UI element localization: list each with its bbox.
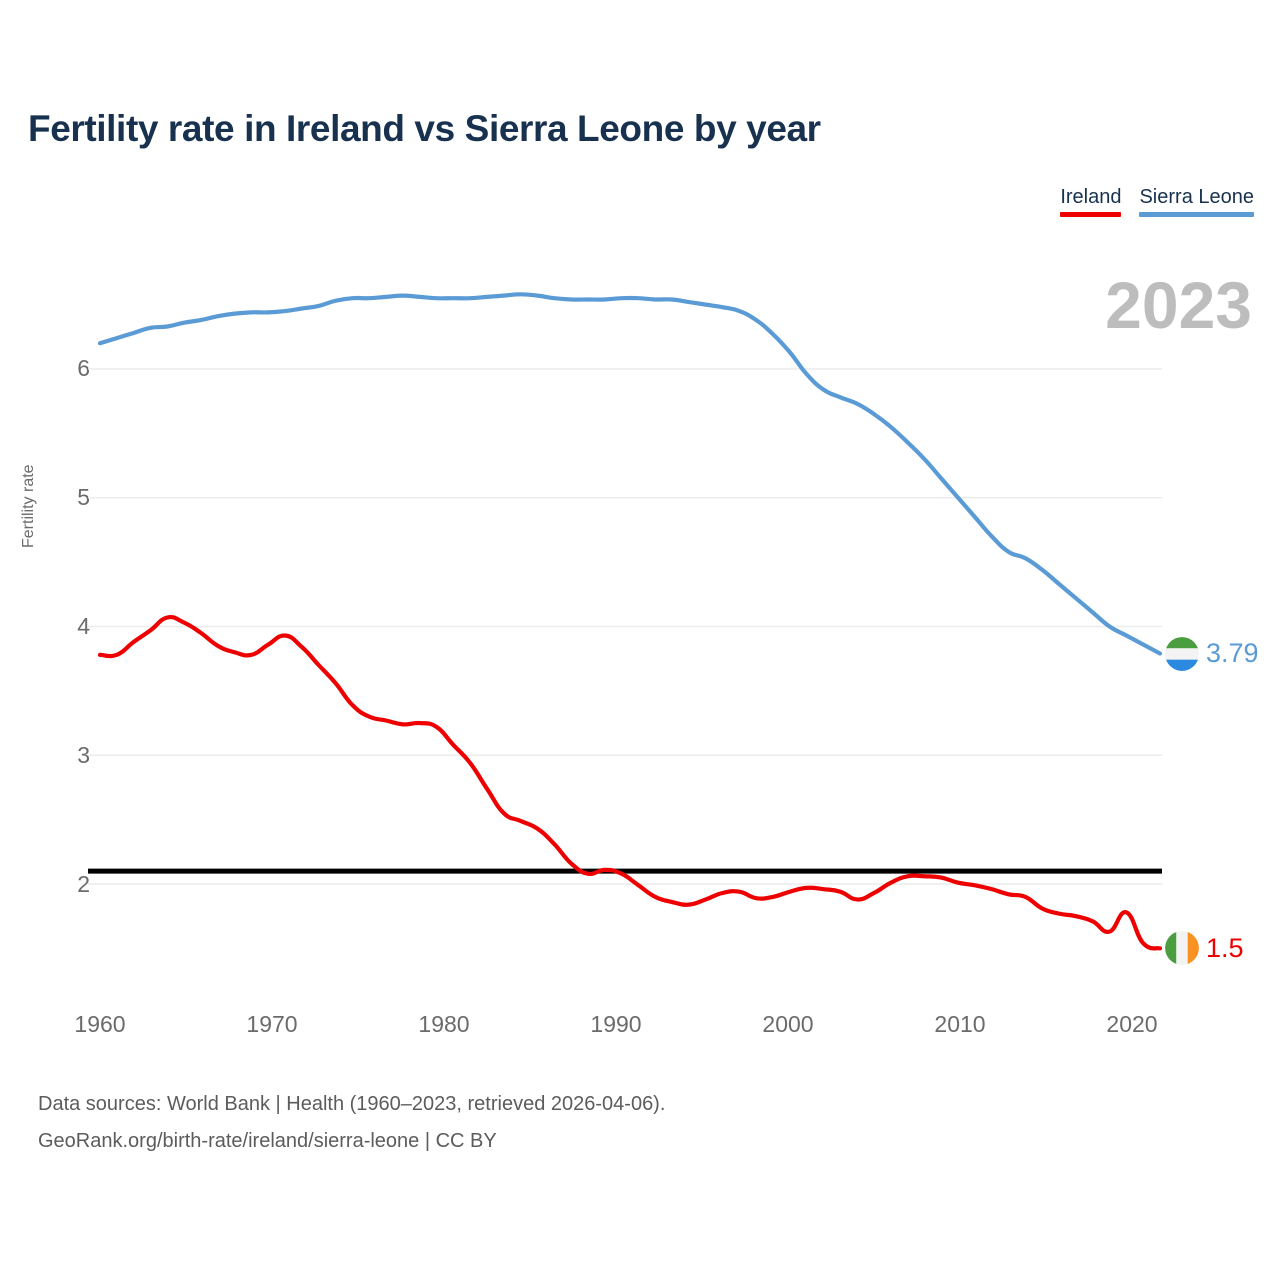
footer-data-sources: Data sources: World Bank | Health (1960–…	[38, 1093, 666, 1115]
footer: Data sources: World Bank | Health (1960–…	[38, 1086, 665, 1160]
x-tick-label: 2000	[762, 1011, 814, 1037]
line-series-ireland	[97, 614, 1163, 951]
x-tick-label: 1960	[74, 1011, 126, 1037]
y-tick-label: 5	[77, 484, 90, 510]
y-axis-title: Fertility rate	[20, 464, 37, 548]
legend-item-ireland[interactable]: Ireland	[1060, 186, 1122, 217]
sierra-leone-flag-icon	[1165, 636, 1199, 671]
endpoint-ireland[interactable]: 1.5	[1165, 931, 1244, 966]
ireland-flag-icon	[1165, 931, 1199, 966]
endpoint-value-sierra-leone: 3.79	[1206, 638, 1259, 669]
year-watermark: 2023	[1105, 268, 1252, 342]
x-tick-label: 1970	[246, 1011, 298, 1037]
x-tick-label: 1990	[590, 1011, 642, 1037]
x-tick-label: 1980	[418, 1011, 470, 1037]
x-tick-label: 2010	[934, 1011, 986, 1037]
endpoint-sierra-leone[interactable]: 3.79	[1165, 636, 1259, 671]
gridlines	[88, 368, 1162, 885]
legend-swatch-sierra-leone	[1139, 212, 1254, 217]
y-tick-label: 2	[77, 871, 90, 897]
legend-item-sierra-leone[interactable]: Sierra Leone	[1139, 186, 1254, 217]
legend-label-ireland: Ireland	[1060, 186, 1122, 208]
x-tick-label: 2020	[1106, 1011, 1158, 1037]
legend-swatch-ireland	[1060, 212, 1122, 217]
legend-label-sierra-leone: Sierra Leone	[1139, 186, 1254, 208]
y-tick-label: 4	[77, 613, 90, 639]
line-series-sierra-leone	[97, 292, 1163, 656]
footer-attribution[interactable]: GeoRank.org/birth-rate/ireland/sierra-le…	[38, 1130, 497, 1152]
y-tick-label: 6	[77, 355, 90, 381]
endpoint-value-ireland: 1.5	[1206, 932, 1244, 963]
page-title: Fertility rate in Ireland vs Sierra Leon…	[28, 108, 821, 149]
y-tick-label: 3	[77, 742, 90, 768]
chart-legend: Ireland Sierra Leone	[1060, 186, 1254, 217]
